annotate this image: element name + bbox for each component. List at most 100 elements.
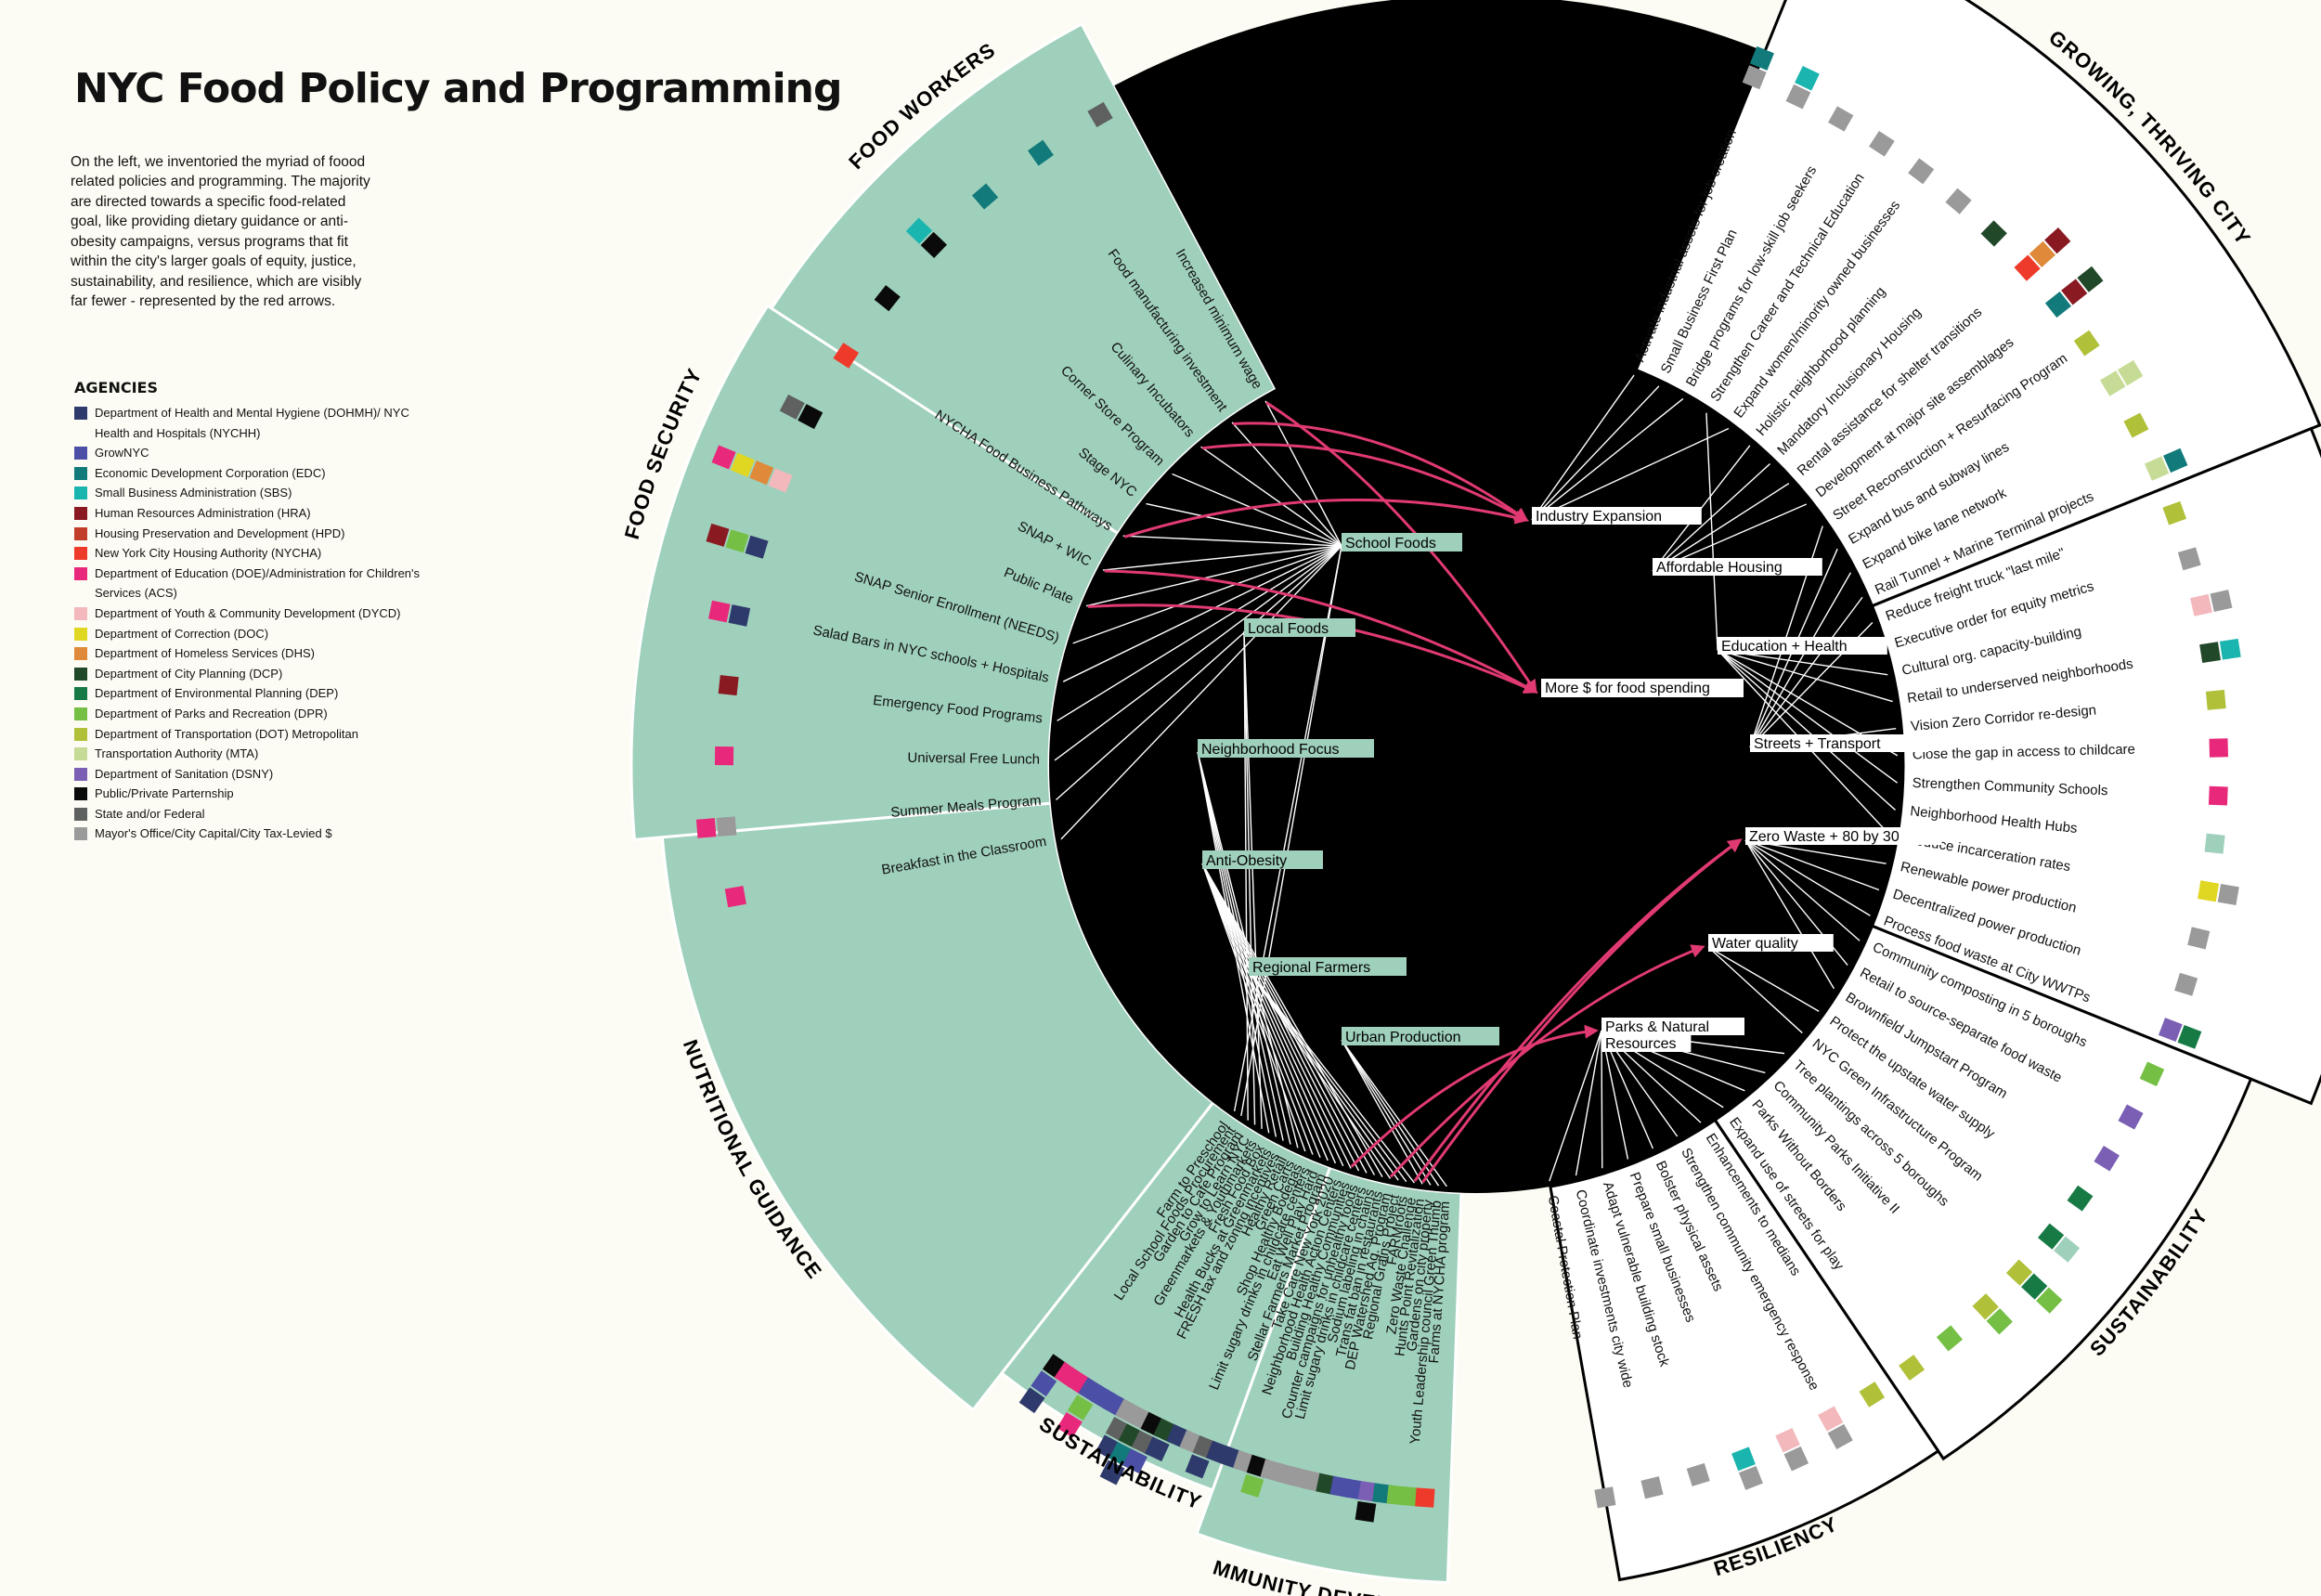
agency-chip bbox=[2144, 456, 2170, 481]
legend-label: Department of Transportation (DOT) Metro… bbox=[95, 726, 358, 741]
connection-line bbox=[1744, 839, 1871, 916]
connection-line bbox=[1341, 1039, 1440, 1187]
agency-chip bbox=[2217, 883, 2239, 906]
hub-box bbox=[1745, 827, 1942, 845]
legend-swatch bbox=[74, 767, 87, 781]
agency-chip bbox=[2123, 412, 2149, 438]
agency-chip bbox=[1640, 1476, 1664, 1499]
legend-swatch bbox=[74, 727, 87, 741]
core-layer bbox=[1049, 339, 1903, 1193]
hub-label: Affordable Housing bbox=[1656, 560, 1783, 576]
policy-arrow bbox=[1350, 1024, 1599, 1168]
agency-chip bbox=[2177, 1024, 2202, 1049]
hub-box bbox=[1202, 850, 1323, 869]
agency-chip bbox=[2061, 279, 2088, 305]
agency-chip bbox=[2038, 1223, 2065, 1250]
hub-box bbox=[1653, 558, 1822, 576]
legend-item: Department of Sanitation (DSNY) bbox=[74, 764, 427, 785]
connection-line bbox=[1531, 374, 1635, 521]
agency-chip bbox=[2067, 1185, 2094, 1212]
agency-chip bbox=[2005, 1259, 2033, 1286]
agency-chip bbox=[1018, 1387, 1045, 1414]
agency-chip bbox=[2177, 547, 2201, 571]
connection-line bbox=[1531, 385, 1660, 521]
legend-item: Department of Correction (DOC) bbox=[74, 624, 427, 644]
connection-line bbox=[1705, 412, 1718, 651]
agency-chip bbox=[1749, 45, 1774, 71]
legend-item: Transportation Authority (MTA) bbox=[74, 744, 427, 764]
hub-label: School Foods bbox=[1345, 536, 1436, 551]
policy-arrow bbox=[1123, 498, 1529, 538]
legend-item: Department of City Planning (DCP) bbox=[74, 664, 427, 684]
legend-label: Mayor's Office/City Capital/City Tax-Lev… bbox=[95, 826, 332, 841]
connection-line bbox=[1201, 863, 1368, 1174]
connection-line bbox=[1201, 863, 1344, 1167]
legend-item: Mayor's Office/City Capital/City Tax-Lev… bbox=[74, 824, 427, 844]
agency-chip bbox=[905, 217, 933, 244]
agency-chip bbox=[2158, 1018, 2183, 1042]
legend-item: Human Resources Administration (HRA) bbox=[74, 503, 427, 524]
agency-chip bbox=[2205, 690, 2226, 710]
policy-arrows bbox=[1087, 401, 1743, 1184]
legend-swatch bbox=[74, 687, 87, 701]
policy-arrow bbox=[1421, 838, 1743, 1184]
hub-label: Industry Expansion bbox=[1536, 509, 1662, 525]
agency-chip bbox=[1972, 1293, 1999, 1320]
agency-chip bbox=[2199, 642, 2221, 664]
legend-swatch bbox=[74, 566, 87, 580]
program-label: Close the gap in access to childcare bbox=[1913, 742, 2135, 763]
legend-swatch bbox=[74, 807, 87, 821]
legend-label: Human Resources Administration (HRA) bbox=[95, 505, 311, 520]
legend-label: State and/or Federal bbox=[95, 806, 205, 821]
agency-legend: Department of Health and Mental Hygiene … bbox=[74, 403, 427, 844]
agency-chip bbox=[718, 675, 739, 696]
connection-line bbox=[1264, 400, 1342, 547]
connection-line bbox=[1201, 863, 1337, 1164]
legend-swatch bbox=[74, 647, 87, 661]
hub-label: Streets + Transport bbox=[1754, 736, 1881, 752]
agency-chip bbox=[2204, 833, 2225, 854]
connection-line bbox=[1707, 946, 1820, 1012]
agency-chip bbox=[1783, 1446, 1809, 1472]
hub-box bbox=[1249, 957, 1407, 976]
legend-item: Department of Health and Mental Hygiene … bbox=[74, 403, 427, 443]
agency-chip bbox=[2174, 972, 2198, 996]
agency-chip bbox=[1828, 106, 1854, 132]
hub-box bbox=[1750, 734, 1929, 752]
connection-line bbox=[1248, 969, 1416, 1184]
legend-label: Department of City Planning (DCP) bbox=[95, 666, 283, 681]
connection-line bbox=[1717, 649, 1893, 703]
connection-line bbox=[1652, 445, 1751, 572]
legend-label: Department of Youth & Community Developm… bbox=[95, 605, 401, 620]
agency-chip bbox=[833, 343, 860, 369]
agency-chip bbox=[1899, 1355, 1926, 1381]
legend-swatch bbox=[74, 407, 87, 420]
agency-chip bbox=[1775, 1427, 1800, 1453]
agency-chip bbox=[2021, 1273, 2048, 1300]
legend-label: Housing Preservation and Development (HP… bbox=[95, 526, 345, 540]
agency-chip bbox=[2187, 927, 2211, 950]
agency-chip bbox=[2100, 370, 2126, 396]
agency-chip bbox=[1031, 1370, 1057, 1397]
agency-chip bbox=[1936, 1325, 1964, 1352]
agency-chip bbox=[2209, 738, 2229, 758]
legend-swatch bbox=[74, 466, 87, 480]
arrow-target-box bbox=[1541, 679, 1744, 697]
agency-chip bbox=[1122, 1448, 1148, 1474]
legend-label: Department of Environmental Planning (DE… bbox=[95, 686, 339, 701]
agency-chip bbox=[2162, 500, 2187, 526]
connection-line bbox=[1243, 630, 1249, 1121]
connection-line bbox=[1531, 397, 1684, 521]
agency-chip bbox=[2208, 785, 2228, 806]
connection-line bbox=[1201, 863, 1329, 1161]
agency-chip bbox=[797, 404, 823, 430]
legend-heading: AGENCIES bbox=[74, 379, 158, 396]
agency-chip bbox=[1731, 1447, 1756, 1472]
hub-label: Local Foods bbox=[1248, 621, 1329, 637]
legend-item: Department of Environmental Planning (DE… bbox=[74, 683, 427, 704]
connection-line bbox=[1248, 969, 1407, 1183]
legend-label: Department of Sanitation (DSNY) bbox=[95, 766, 274, 781]
agency-chip bbox=[1795, 65, 1820, 91]
agency-chip bbox=[2117, 359, 2144, 386]
